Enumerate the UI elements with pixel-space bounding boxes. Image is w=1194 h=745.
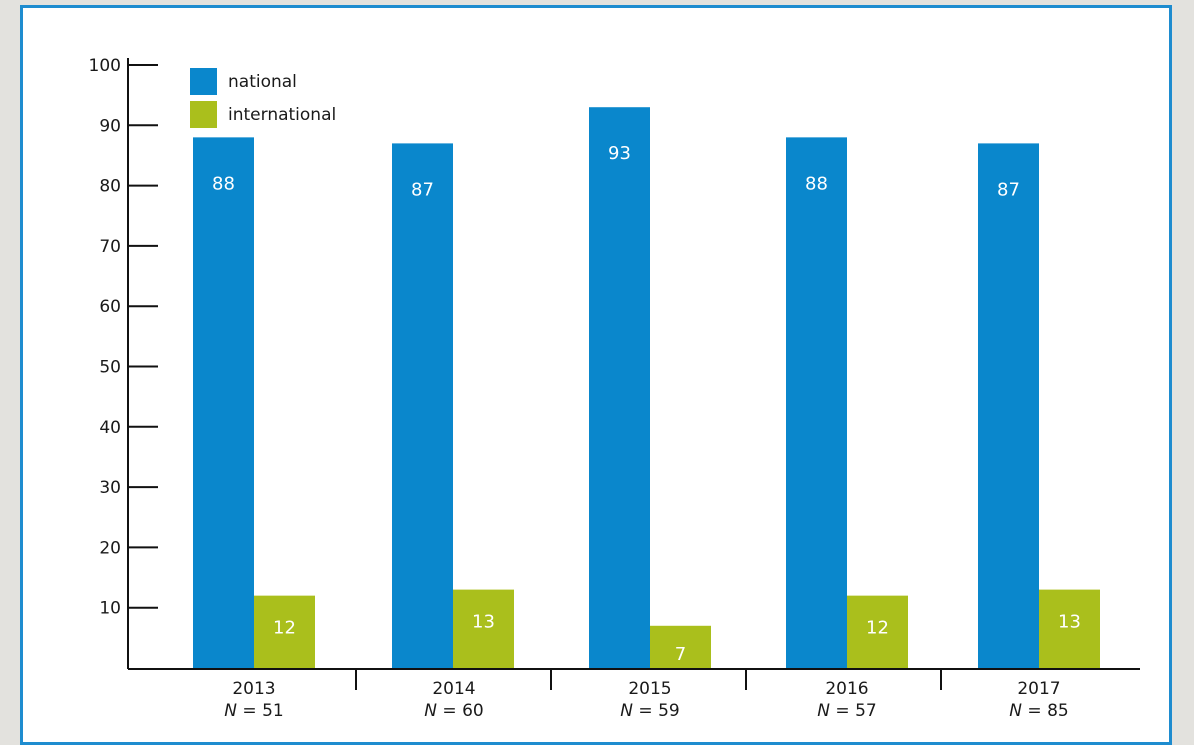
bar-national-2013: [193, 137, 254, 669]
bar-international-2017: [1039, 589, 1100, 668]
x-tick-label-2014: 2014: [432, 679, 475, 699]
bar-national-2017: [978, 143, 1039, 668]
n-symbol: N: [224, 701, 237, 721]
bars-group: 88 12 87 13 93 7 88 12 87 13: [193, 107, 1100, 669]
legend-label-international: international: [228, 105, 336, 125]
x-tick-label-2017: 2017: [1017, 679, 1060, 699]
x-tick-label-2015: 2015: [628, 679, 671, 699]
y-tick-label-20: 20: [99, 538, 121, 558]
bar-international-2015: [650, 625, 711, 668]
y-tick-label-40: 40: [99, 418, 121, 438]
y-tick-label-30: 30: [99, 478, 121, 498]
y-tick-label-60: 60: [99, 297, 121, 317]
bar-international-2013: [254, 595, 315, 668]
x-tick-note-2016: N = 57: [817, 701, 876, 721]
legend-label-national: national: [228, 72, 297, 92]
n-symbol: N: [424, 701, 437, 721]
legend-swatch-national: [190, 68, 217, 95]
bar-label-international-2015: 7: [675, 644, 686, 665]
bar-label-national-2017: 87: [997, 179, 1020, 200]
bar-label-international-2014: 13: [472, 612, 495, 633]
y-tick-label-10: 10: [99, 599, 121, 619]
n-value: = 51: [237, 701, 284, 721]
x-tick-note-2015: N = 59: [620, 701, 679, 721]
bar-international-2016: [847, 595, 908, 668]
x-tick-note-2017: N = 85: [1009, 701, 1068, 721]
n-symbol: N: [1009, 701, 1022, 721]
bar-national-2014: [392, 143, 453, 668]
n-symbol: N: [620, 701, 633, 721]
n-value: = 85: [1022, 701, 1069, 721]
y-tick-label-70: 70: [99, 237, 121, 257]
n-value: = 57: [830, 701, 877, 721]
y-tick-label-100: 100: [89, 56, 121, 76]
x-tick-label-2013: 2013: [232, 679, 275, 699]
legend-swatch-international: [190, 101, 217, 128]
y-tick-label-50: 50: [99, 358, 121, 378]
bar-label-national-2013: 88: [212, 173, 235, 194]
y-tick-label-90: 90: [99, 116, 121, 136]
x-tick-note-2014: N = 60: [424, 701, 483, 721]
bar-label-international-2017: 13: [1058, 612, 1081, 633]
n-value: = 60: [437, 701, 484, 721]
bar-label-international-2013: 12: [273, 618, 296, 639]
bar-label-national-2014: 87: [411, 179, 434, 200]
n-symbol: N: [817, 701, 830, 721]
bar-national-2015: [589, 107, 650, 668]
bar-label-international-2016: 12: [866, 618, 889, 639]
bar-label-national-2016: 88: [805, 173, 828, 194]
y-tick-label-80: 80: [99, 177, 121, 197]
x-tick-label-2016: 2016: [825, 679, 868, 699]
legend: national international: [190, 68, 336, 128]
n-value: = 59: [633, 701, 680, 721]
bar-international-2014: [453, 589, 514, 668]
x-tick-note-2013: N = 51: [224, 701, 283, 721]
bar-label-national-2015: 93: [608, 143, 631, 164]
bar-national-2016: [786, 137, 847, 669]
